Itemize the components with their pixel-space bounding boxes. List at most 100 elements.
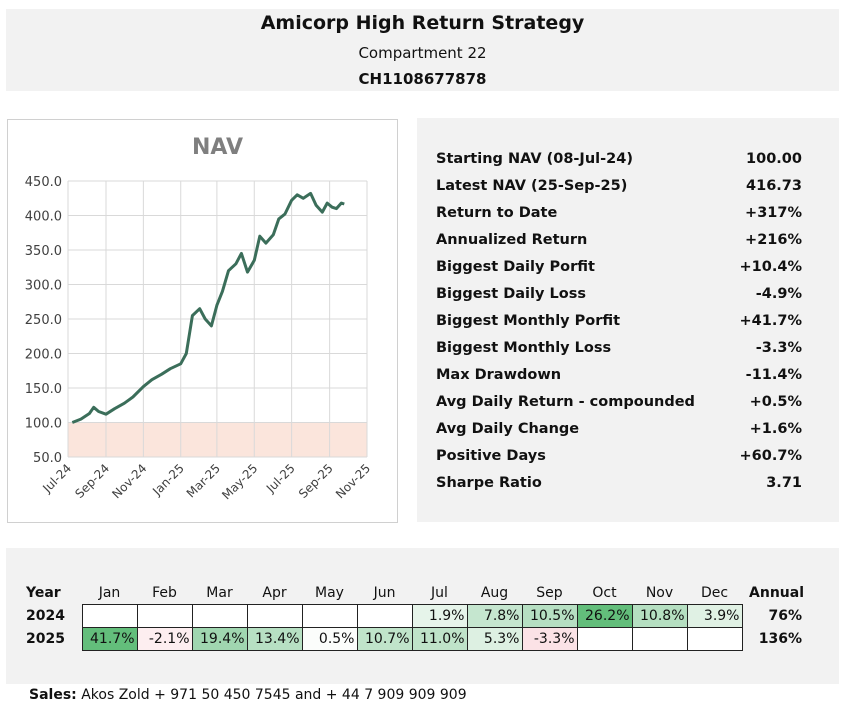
month-header: Sep [536,585,563,601]
month-header: May [315,585,344,601]
stat-label: Biggest Daily Loss [436,286,586,302]
stat-value: -4.9% [755,286,802,302]
return-cell [356,604,413,628]
annual-cell: 76% [768,608,802,624]
return-cell: 1.9% [411,604,468,628]
return-cell [136,604,193,628]
return-cell: 5.3% [466,627,523,651]
return-cell: 0.5% [301,627,358,651]
return-cell: 41.7% [81,627,138,651]
stat-row: Latest NAV (25-Sep-25) 416.73 [436,178,802,205]
month-header: Oct [592,585,617,601]
month-header: Apr [262,585,287,601]
stat-value: +0.5% [749,394,802,410]
stat-row: Biggest Daily Porfit +10.4% [436,259,802,286]
y-tick-label: 300.0 [25,279,62,294]
stat-label: Positive Days [436,448,546,464]
monthly-returns-table: Year Jan Feb Mar Apr May Jun Jul Aug Sep Oct Nov De… [26,582,804,651]
stat-label: Annualized Return [436,232,588,248]
x-tick-label: Nov-24 [109,461,149,501]
year-header: Year [26,585,61,602]
return-cell: -3.3% [521,627,578,651]
return-cell [81,604,138,628]
return-cell: 7.8% [466,604,523,628]
y-tick-label: 50.0 [33,451,62,466]
stat-row: Sharpe Ratio 3.71 [436,475,802,502]
stat-row: Biggest Monthly Porfit +41.7% [436,313,802,340]
y-tick-label: 450.0 [25,175,62,190]
stat-value: +317% [745,205,802,221]
stats-panel: Starting NAV (08-Jul-24) 100.00 Latest NAV… [417,118,839,522]
stat-row: Biggest Daily Loss -4.9% [436,286,802,313]
x-tick-label: Mar-25 [184,461,223,500]
stat-label: Biggest Monthly Loss [436,340,612,356]
chart-title: NAV [192,135,243,160]
stat-value: +216% [745,232,802,248]
return-cell: 10.7% [356,627,413,651]
return-cell: 3.9% [686,604,743,628]
stat-label: Return to Date [436,205,558,221]
sales-label: Sales: [29,687,77,703]
x-tick-label: Sep-24 [72,461,112,501]
stat-value: +1.6% [749,421,802,437]
stat-label: Max Drawdown [436,367,562,383]
annual-header: Annual [749,585,804,602]
y-tick-label: 200.0 [25,348,62,363]
return-cell [631,627,688,651]
monthly-returns-panel: Year Jan Feb Mar Apr May Jun Jul Aug Sep Oct Nov De… [6,548,839,684]
return-cell: 26.2% [576,604,633,628]
y-tick-label: 350.0 [25,244,62,259]
annual-cell: 136% [758,631,802,647]
month-header: Dec [700,585,729,601]
stat-label: Avg Daily Return - compounded [436,394,695,410]
month-header: Feb [152,585,177,601]
month-header: Jul [431,585,448,601]
stat-value: 100.00 [746,151,802,167]
stat-row: Biggest Monthly Loss -3.3% [436,340,802,367]
month-header: Jan [98,585,121,601]
stat-value: -11.4% [745,367,802,383]
stat-label: Avg Daily Change [436,421,580,437]
return-cell: 10.5% [521,604,578,628]
x-tick-label: Jul-24 [39,461,74,496]
stat-value: 416.73 [746,178,802,194]
stat-label: Starting NAV (08-Jul-24) [436,151,633,167]
fund-title: Amicorp High Return Strategy [260,12,585,34]
return-cell: 11.0% [411,627,468,651]
x-tick-label: Jul-25 [263,461,298,496]
x-tick-label: May-25 [219,461,260,502]
x-tick-label: Nov-25 [333,461,373,501]
return-cell [576,627,633,651]
stat-value: +60.7% [739,448,802,464]
month-header: Mar [206,585,233,601]
stat-value: 3.71 [766,475,802,491]
stat-row: Annualized Return +216% [436,232,802,259]
stat-row: Avg Daily Change +1.6% [436,421,802,448]
return-cell: 19.4% [191,627,248,651]
header-panel: Amicorp High Return Strategy Compartment… [6,9,839,91]
year-cell: 2025 [26,631,65,647]
return-cell [301,604,358,628]
stat-row: Return to Date +317% [436,205,802,232]
y-tick-label: 250.0 [25,313,62,328]
stat-row: Max Drawdown -11.4% [436,367,802,394]
fund-subtitle: Compartment 22 [358,44,487,62]
drawdown-band [68,422,367,457]
return-cell [686,627,743,651]
sales-text: Akos Zold + 971 50 450 7545 and + 44 7 9… [81,687,467,703]
stat-value: +10.4% [739,259,802,275]
stat-label: Biggest Daily Porfit [436,259,595,275]
stat-value: +41.7% [739,313,802,329]
y-tick-label: 100.0 [25,417,62,432]
return-cell [246,604,303,628]
stat-label: Biggest Monthly Porfit [436,313,621,329]
return-cell [191,604,248,628]
month-header: Aug [480,585,509,601]
return-cell: 10.8% [631,604,688,628]
stat-row: Avg Daily Return - compounded +0.5% [436,394,802,421]
stat-row: Positive Days +60.7% [436,448,802,475]
nav-series-line [71,191,345,424]
month-header: Jun [373,585,396,601]
return-cell: 13.4% [246,627,303,651]
year-cell: 2024 [26,608,65,624]
